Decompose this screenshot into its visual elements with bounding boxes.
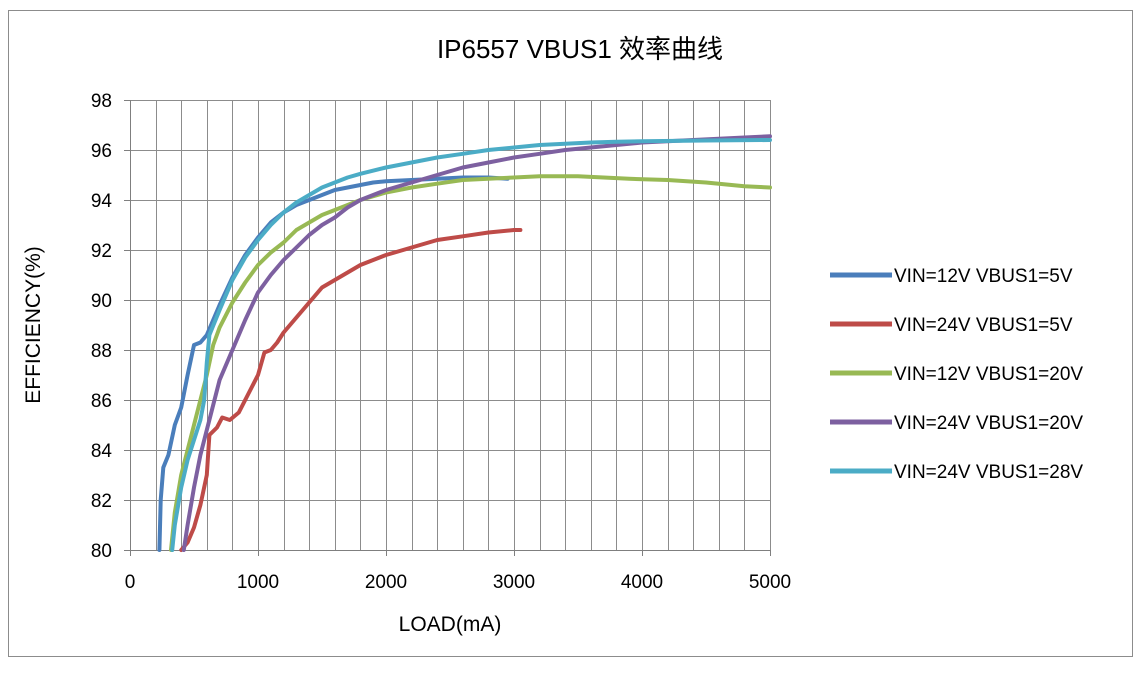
x-tick-label: 1000: [237, 572, 279, 593]
legend-label-1: VIN=12V VBUS1=5V: [894, 266, 1073, 287]
x-tick-label: 4000: [621, 572, 663, 593]
x-tick-label: 0: [125, 572, 136, 593]
y-tick-label: 90: [91, 291, 112, 312]
series-line-5: [170, 138, 772, 552]
legend-label-3: VIN=12V VBUS1=20V: [894, 364, 1083, 385]
chart-title: IP6557 VBUS1 效率曲线: [437, 34, 723, 64]
y-tick-label: 92: [91, 241, 112, 262]
legend-label-5: VIN=24V VBUS1=28V: [894, 462, 1083, 483]
y-tick-label: 82: [91, 491, 112, 512]
y-tick-label: 96: [91, 141, 112, 162]
legend-label-4: VIN=24V VBUS1=20V: [894, 413, 1083, 434]
y-axis-title: EFFICIENCY(%): [22, 246, 45, 404]
y-tick-label: 86: [91, 391, 112, 412]
x-tick-label: 5000: [749, 572, 791, 593]
y-tick-label: 88: [91, 341, 112, 362]
axes: 80 82 84 86 88 90 92 94 96 98 0 1000 2000 3000 4000 500…: [91, 91, 791, 593]
chart-border: [8, 10, 1133, 657]
series-line-2: [179, 228, 523, 552]
series-line-4: [181, 134, 772, 552]
legend-label-2: VIN=24V VBUS1=5V: [894, 315, 1073, 336]
y-tick-label: 80: [91, 541, 112, 562]
series-lines: [157, 134, 772, 552]
y-tick-label: 98: [91, 91, 112, 112]
legend: VIN=12V VBUS1=5V VIN=24V VBUS1=5V VIN=12V …: [830, 266, 1083, 483]
y-tick-label: 84: [91, 441, 113, 462]
x-tick-label: 2000: [365, 572, 407, 593]
x-axis-title: LOAD(mA): [399, 613, 502, 636]
y-tick-label: 94: [91, 191, 113, 212]
x-tick-label: 3000: [493, 572, 535, 593]
